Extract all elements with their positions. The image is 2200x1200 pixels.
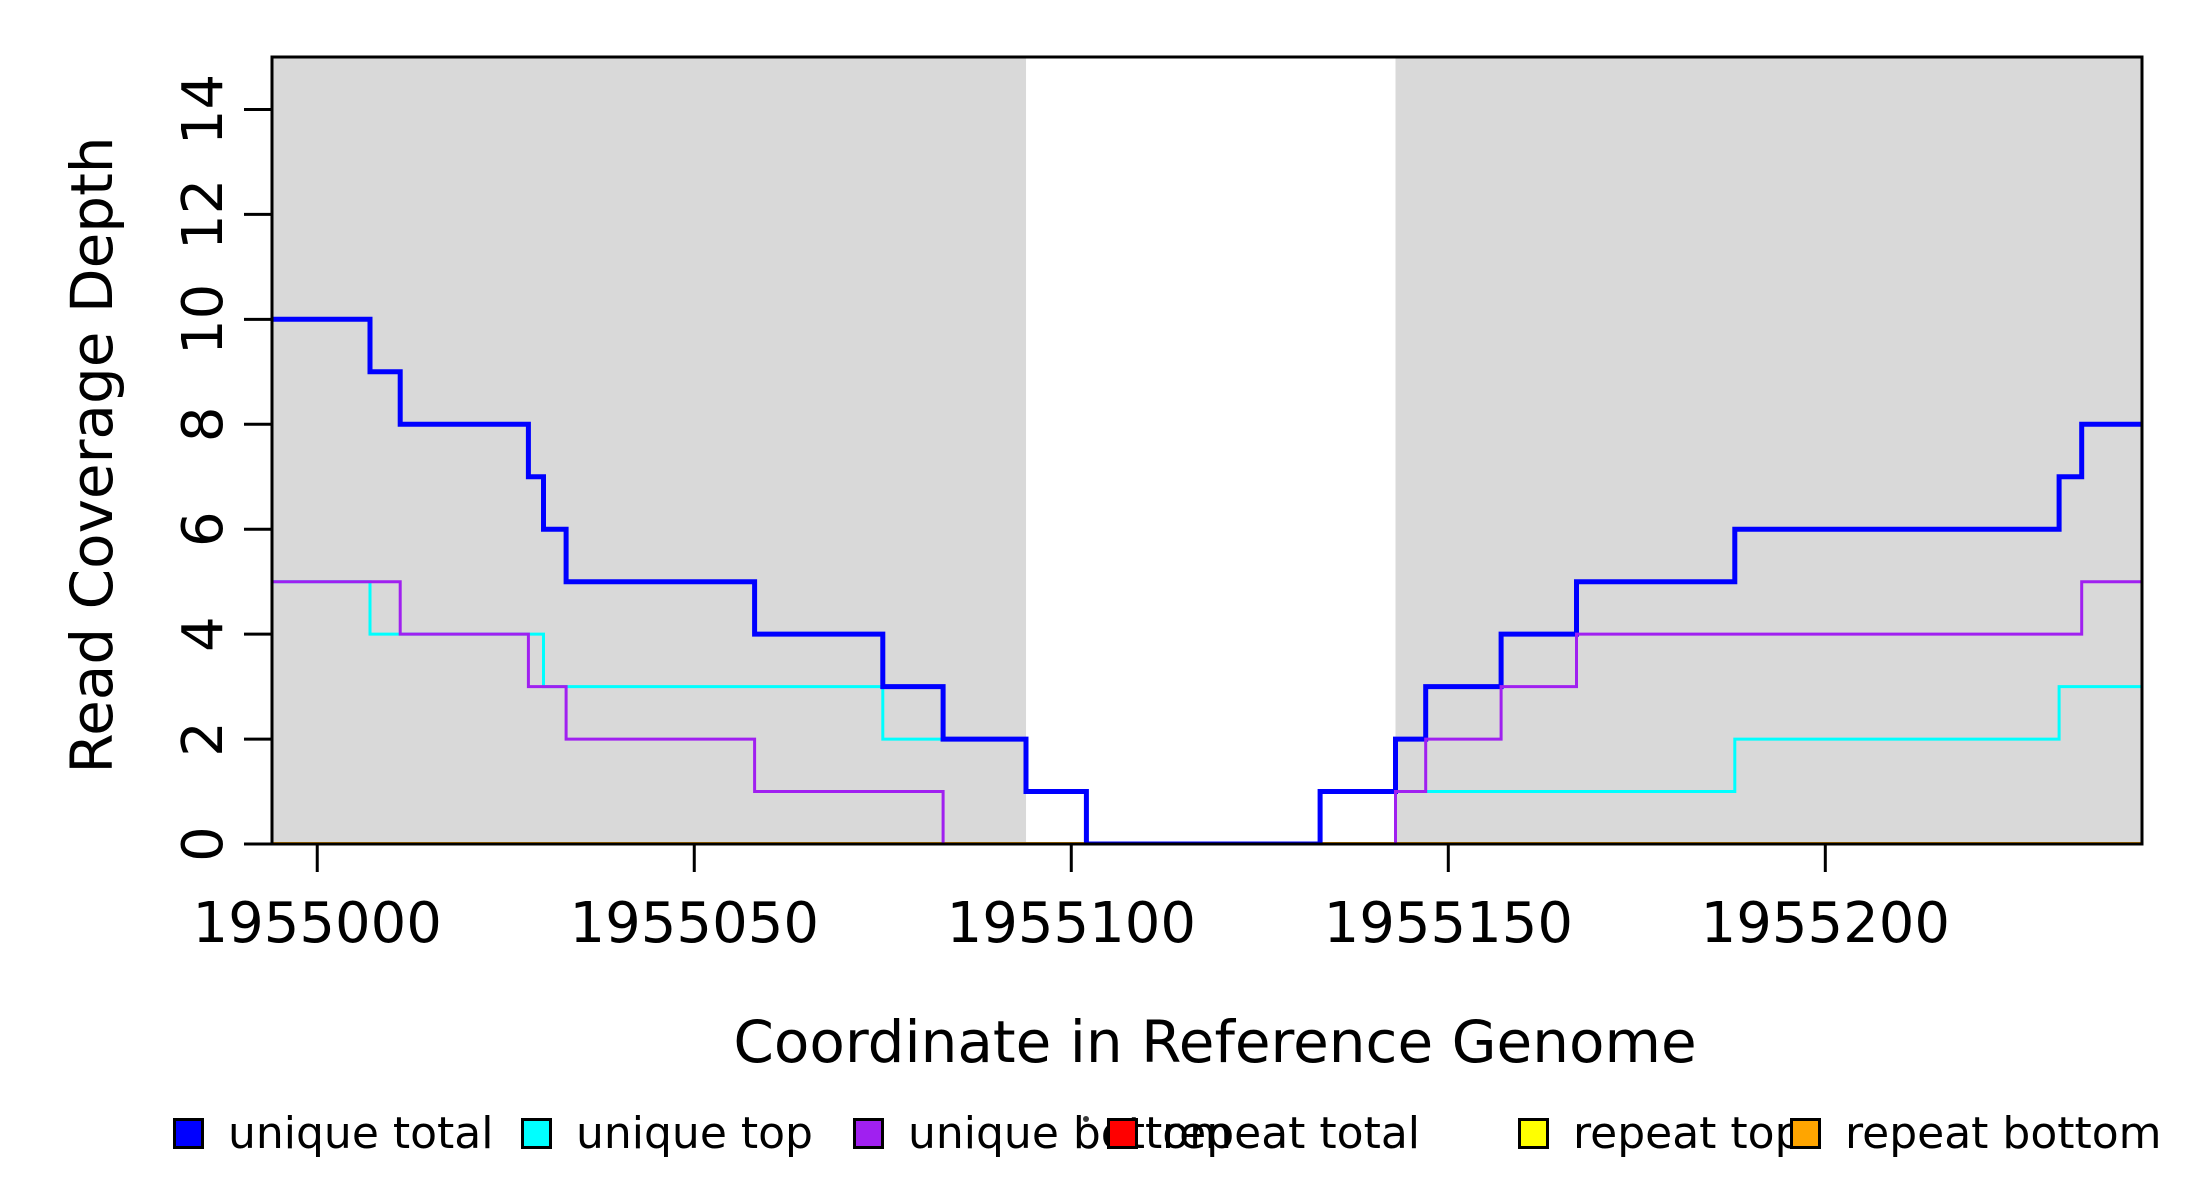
legend-label: repeat top (1573, 1107, 1803, 1159)
legend-item-repeat-top: repeat top (1518, 1107, 1803, 1159)
unique-top-swatch-icon (521, 1117, 552, 1149)
y-tick-label: 12 (171, 179, 236, 250)
legend-label: unique total (228, 1107, 494, 1159)
stray-dot-mark (1083, 1116, 1089, 1122)
y-tick-label: 2 (171, 721, 236, 757)
repeat-total-swatch-icon (1107, 1117, 1138, 1149)
x-tick-label: 1955050 (570, 891, 819, 956)
x-tick-label: 1955150 (1324, 891, 1573, 956)
y-tick-label: 6 (171, 511, 236, 547)
shaded-region (272, 57, 1027, 844)
y-tick-label: 10 (171, 284, 236, 355)
repeat-top-swatch-icon (1518, 1117, 1549, 1149)
x-tick-label: 1955100 (947, 891, 1196, 956)
x-axis-title: Coordinate in Reference Genome (733, 1008, 1697, 1076)
series-unique-total (272, 316, 2142, 844)
unique-bottom-swatch-icon (853, 1117, 884, 1149)
series-unique-bottom (272, 580, 2142, 844)
unique-total-swatch-icon (173, 1117, 204, 1149)
legend-label: unique top (576, 1107, 813, 1159)
y-tick-label: 8 (171, 406, 236, 442)
y-tick-label: 4 (171, 616, 236, 652)
shaded-region (1395, 57, 2142, 844)
y-tick-label: 0 (171, 826, 236, 862)
legend-label: repeat total (1162, 1107, 1421, 1159)
x-tick-label: 1955200 (1701, 891, 1950, 956)
legend-item-repeat-total: repeat total (1107, 1107, 1421, 1159)
legend-item-repeat-bottom: repeat bottom (1790, 1107, 2162, 1159)
legend-item-unique-total: unique total (173, 1107, 494, 1159)
repeat-bottom-swatch-icon (1790, 1117, 1821, 1149)
legend-label: unique bottom (908, 1107, 1233, 1159)
legend-item-unique-bottom: unique bottom (853, 1107, 1233, 1159)
legend-label: repeat bottom (1845, 1107, 2162, 1159)
x-tick-label: 1955000 (193, 891, 442, 956)
legend-item-unique-top: unique top (521, 1107, 813, 1159)
y-tick-label: 14 (171, 74, 236, 145)
plot-border (270, 55, 2144, 846)
y-axis-title: Read Coverage Depth (58, 136, 126, 774)
